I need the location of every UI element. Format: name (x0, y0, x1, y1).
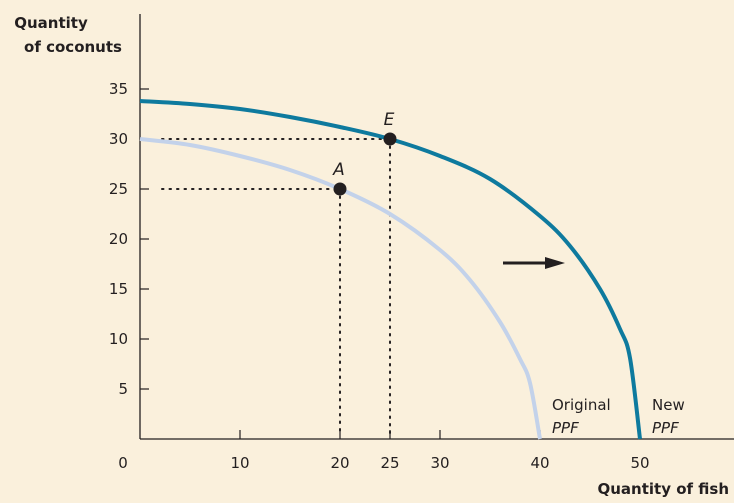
new-ppf-curve (139, 99, 642, 440)
x-tick-label: 30 (430, 454, 449, 472)
y-tick-label: 5 (118, 380, 128, 398)
point-label-A: A (332, 160, 345, 180)
y-tick-label: 30 (109, 130, 128, 148)
y-tick-label: 25 (109, 180, 128, 198)
new-ppf-label-line1: New (652, 396, 685, 414)
y-tick-label: 10 (109, 330, 128, 348)
guide-lines (161, 138, 391, 434)
x-axis-title: Quantity of fish (598, 480, 730, 498)
y-tick-label: 15 (109, 280, 128, 298)
x-tick-label: 10 (230, 454, 249, 472)
shift-arrow-head (545, 257, 565, 269)
x-tick-label: 0 (118, 454, 128, 472)
y-tick-label: 20 (109, 230, 128, 248)
original-ppf-label-line2: PPF (552, 419, 579, 437)
axes (139, 14, 734, 440)
x-tick-label: 25 (380, 454, 399, 472)
y-axis-title-line: of coconuts (24, 38, 122, 56)
point-label-E: E (384, 110, 395, 130)
points (333, 132, 397, 196)
curves (139, 99, 642, 440)
point-E (383, 132, 397, 146)
x-tick-label: 50 (630, 454, 649, 472)
x-tick-label: 20 (330, 454, 349, 472)
new-ppf-label-line2: PPF (652, 419, 679, 437)
labels: Quantity of coconuts Quantity of fish Origi… (14, 14, 729, 498)
y-axis-title-line: Quantity (14, 14, 88, 32)
original-ppf-curve (139, 137, 542, 440)
point-A (333, 182, 347, 196)
x-tick-label: 40 (530, 454, 549, 472)
tick-labels: 5 10 15 20 25 30 35 0 10 20 25 30 40 50 (109, 80, 650, 472)
y-tick-label: 35 (109, 80, 128, 98)
original-ppf-label-line1: Original (552, 396, 611, 414)
